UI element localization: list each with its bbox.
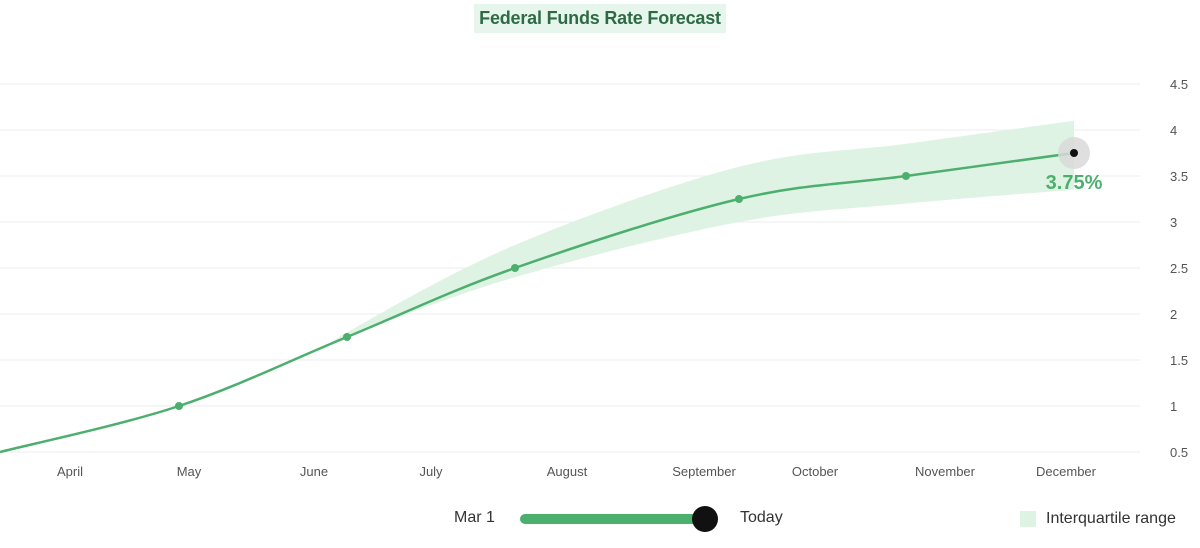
y-tick-label: 4.5	[1170, 77, 1188, 92]
data-points	[175, 172, 910, 410]
slider-track[interactable]	[520, 514, 706, 524]
data-point	[511, 264, 519, 272]
y-tick-label: 2	[1170, 307, 1177, 322]
highlight-value-label: 3.75%	[1046, 172, 1103, 194]
data-point	[735, 195, 743, 203]
interquartile-band-area	[327, 120, 1074, 349]
x-tick-label: May	[177, 464, 202, 479]
x-axis-ticks: April May June July August September October No…	[57, 464, 1097, 479]
x-tick-label: August	[547, 464, 588, 479]
highlight-dot	[1070, 149, 1078, 157]
y-tick-label: 0.5	[1170, 445, 1188, 460]
x-tick-label: April	[57, 464, 83, 479]
title-container: Federal Funds Rate Forecast	[0, 4, 1200, 33]
x-tick-label: November	[915, 464, 976, 479]
legend-label: Interquartile range	[1046, 510, 1176, 527]
time-slider-controls: Mar 1 Today Interquartile range	[0, 500, 1200, 540]
slider-end-label: Today	[740, 509, 783, 526]
line-chart: 0.5 1 1.5 2 2.5 3 3.5 4 4.5 April May June July Augu…	[0, 77, 1188, 479]
slider-start-label: Mar 1	[454, 509, 495, 526]
y-tick-label: 3.5	[1170, 169, 1188, 184]
y-tick-label: 1	[1170, 399, 1177, 414]
x-tick-label: July	[419, 464, 443, 479]
highlighted-point[interactable]: 3.75%	[1046, 137, 1103, 194]
y-tick-label: 2.5	[1170, 261, 1188, 276]
slider-thumb[interactable]	[692, 506, 718, 532]
legend-swatch-interquartile	[1020, 511, 1036, 527]
x-tick-label: September	[672, 464, 736, 479]
data-point	[902, 172, 910, 180]
data-point	[175, 402, 183, 410]
y-axis-ticks: 0.5 1 1.5 2 2.5 3 3.5 4 4.5	[1170, 77, 1188, 460]
chart-title: Federal Funds Rate Forecast	[474, 4, 726, 33]
x-tick-label: June	[300, 464, 328, 479]
y-tick-label: 1.5	[1170, 353, 1188, 368]
x-tick-label: October	[792, 464, 839, 479]
gridlines	[0, 83, 1140, 453]
interquartile-band	[327, 120, 1074, 349]
y-tick-label: 3	[1170, 215, 1177, 230]
x-tick-label: December	[1036, 464, 1097, 479]
data-point	[343, 333, 351, 341]
y-tick-label: 4	[1170, 123, 1177, 138]
